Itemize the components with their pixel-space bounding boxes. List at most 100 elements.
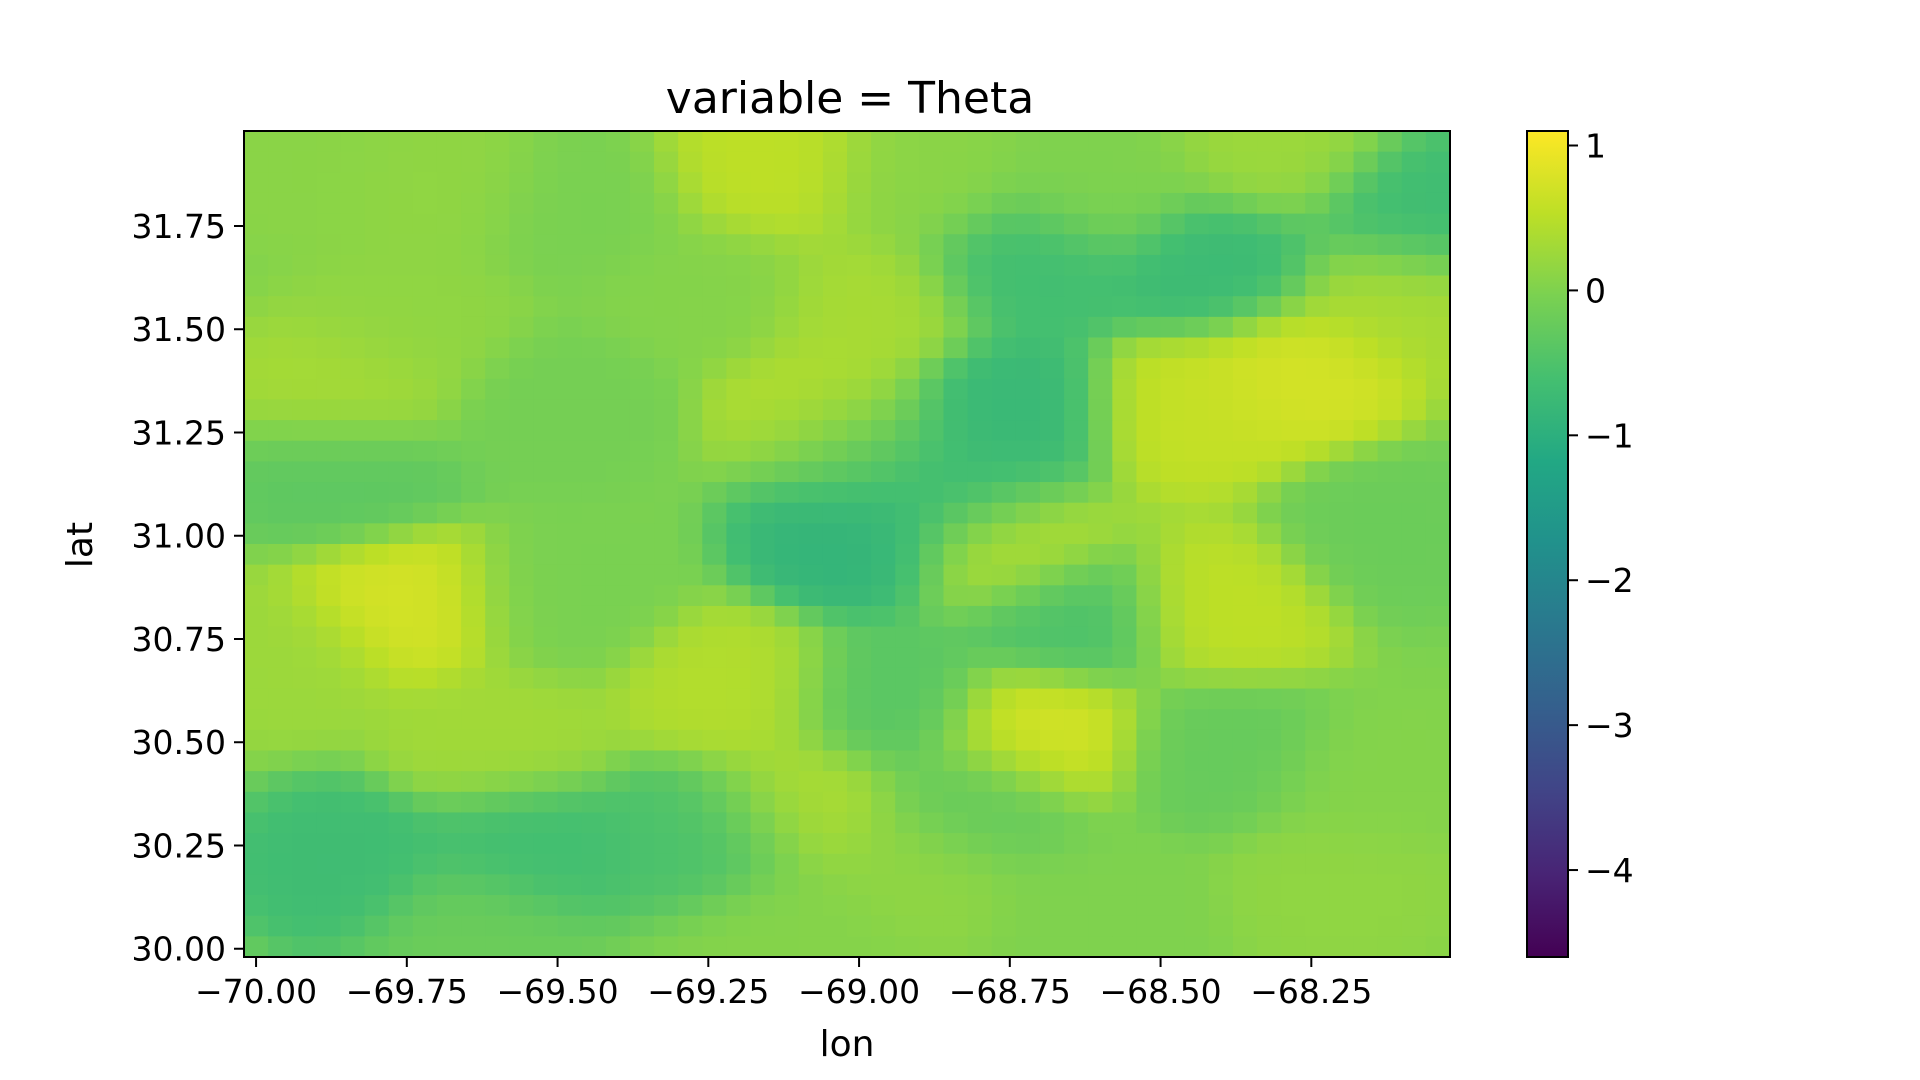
heatmap-cell (485, 192, 510, 215)
x-tick-label: −69.75 (346, 972, 468, 1011)
heatmap-cell (388, 895, 414, 917)
heatmap-cell (798, 151, 824, 173)
heatmap-cell (726, 213, 752, 235)
heatmap-cell (316, 420, 342, 442)
heatmap-cell (509, 544, 535, 566)
heatmap-cell (1257, 420, 1282, 442)
heatmap-cell (847, 502, 872, 524)
heatmap-cell (750, 915, 776, 937)
heatmap-cell (412, 172, 438, 194)
heatmap-cell (1257, 151, 1282, 173)
heatmap-cell (702, 874, 727, 896)
heatmap-cell (774, 213, 800, 235)
heatmap-cell (1401, 151, 1427, 173)
heatmap-cell (412, 420, 438, 442)
heatmap-cell (895, 729, 920, 752)
heatmap-cell (244, 523, 269, 545)
heatmap-cell (1112, 544, 1138, 566)
heatmap-cell (654, 709, 679, 731)
heatmap-cell (750, 399, 776, 421)
heatmap-cell (340, 275, 366, 297)
heatmap-cell (678, 192, 703, 215)
heatmap-cell (1039, 605, 1065, 628)
heatmap-cell (244, 667, 269, 690)
heatmap-cell (1136, 833, 1162, 855)
heatmap-cell (340, 378, 366, 401)
heatmap-cell (1425, 502, 1451, 524)
heatmap-cell (678, 420, 703, 442)
heatmap-cell (1064, 729, 1089, 752)
heatmap-cell (1015, 234, 1041, 256)
heatmap-cell (1064, 647, 1089, 669)
heatmap-cell (605, 213, 631, 235)
heatmap-cell (629, 482, 655, 504)
heatmap-cell (485, 771, 510, 793)
heatmap-cell (991, 420, 1017, 442)
heatmap-cell (461, 667, 486, 690)
heatmap-cell (1281, 585, 1306, 607)
heatmap-cell (1112, 254, 1138, 277)
heatmap-cell (1039, 688, 1065, 710)
heatmap-cell (1064, 874, 1089, 896)
heatmap-cell (1401, 771, 1427, 793)
heatmap-cell (847, 131, 872, 153)
heatmap-cell (1257, 275, 1282, 297)
heatmap-cell (943, 833, 969, 855)
heatmap-cell (461, 213, 486, 235)
heatmap-cell (1184, 647, 1210, 669)
heatmap-cell (244, 833, 269, 855)
heatmap-cell (822, 358, 848, 380)
heatmap-cell (1208, 750, 1234, 772)
heatmap-cell (461, 605, 486, 628)
heatmap-cell (1281, 895, 1306, 917)
heatmap-cell (1377, 172, 1403, 194)
heatmap-cell (1160, 895, 1186, 917)
heatmap-cell (1353, 461, 1379, 483)
heatmap-cell (605, 853, 631, 875)
heatmap-cell (991, 378, 1017, 401)
heatmap-cell (774, 482, 800, 504)
heatmap-cell (340, 358, 366, 380)
heatmap-cell (678, 151, 703, 173)
heatmap-cell (1039, 729, 1065, 752)
heatmap-cell (847, 482, 872, 504)
heatmap-cell (798, 254, 824, 277)
heatmap-cell (557, 461, 583, 483)
heatmap-cell (1257, 729, 1282, 752)
heatmap-cell (1015, 296, 1041, 318)
heatmap-cell (557, 254, 583, 277)
heatmap-cell (1160, 482, 1186, 504)
heatmap-cell (1064, 440, 1089, 462)
heatmap-cell (340, 440, 366, 462)
heatmap-cell (774, 254, 800, 277)
heatmap-cell (919, 378, 945, 401)
heatmap-cell (1232, 544, 1258, 566)
heatmap-cell (292, 151, 317, 173)
heatmap-cell (340, 131, 366, 153)
heatmap-cell (822, 172, 848, 194)
heatmap-cell (1305, 771, 1330, 793)
heatmap-cell (943, 420, 969, 442)
heatmap-cell (1112, 833, 1138, 855)
heatmap-cell (412, 874, 438, 896)
heatmap-cell (943, 254, 969, 277)
heatmap-cell (1015, 151, 1041, 173)
heatmap-cell (991, 791, 1017, 814)
heatmap-cell (388, 131, 414, 153)
heatmap-cell (1401, 399, 1427, 421)
heatmap-cell (509, 626, 535, 648)
heatmap-cell (292, 172, 317, 194)
heatmap-cell (847, 564, 872, 586)
heatmap-cell (412, 378, 438, 401)
heatmap-cell (895, 234, 920, 256)
heatmap-cell (388, 812, 414, 834)
heatmap-cell (1377, 234, 1403, 256)
heatmap-cell (750, 895, 776, 917)
heatmap-cell (244, 192, 269, 215)
heatmap-cell (1112, 667, 1138, 690)
heatmap-cell (292, 296, 317, 318)
heatmap-cell (1329, 791, 1355, 814)
heatmap-cell (798, 482, 824, 504)
heatmap-cell (822, 709, 848, 731)
heatmap-cell (654, 151, 679, 173)
